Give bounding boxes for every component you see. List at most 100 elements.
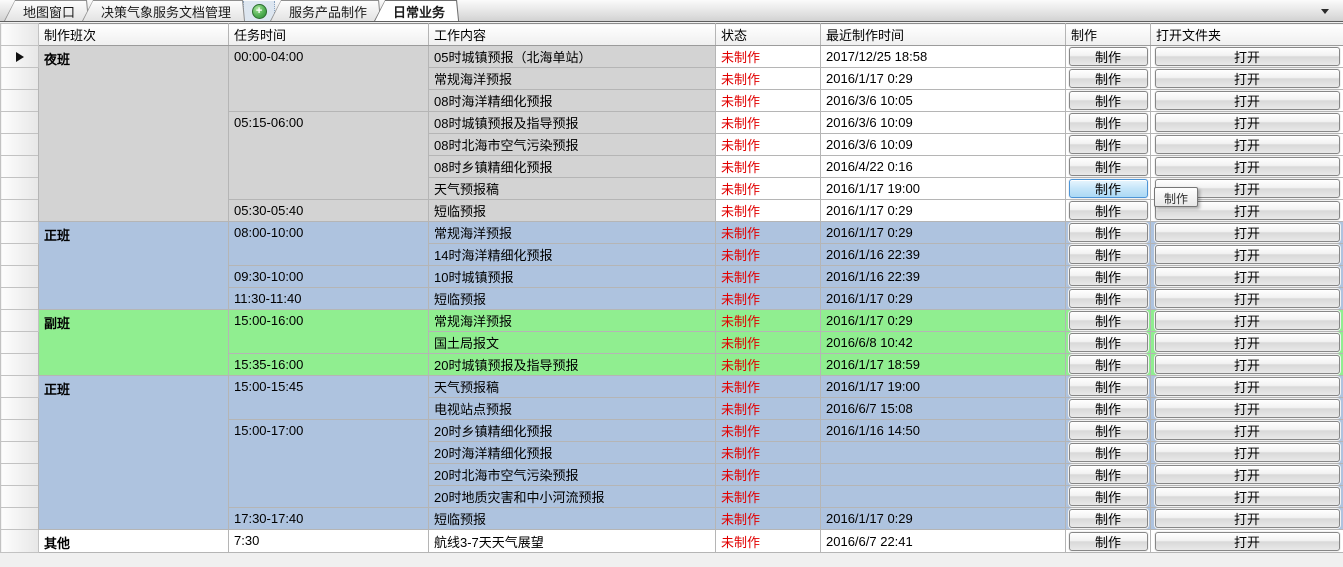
open-button[interactable]: 打开 xyxy=(1154,487,1340,506)
make-button[interactable]: 制作 xyxy=(1068,267,1148,286)
tab-daily-business[interactable]: 日常业务 xyxy=(374,0,459,21)
make-button[interactable]: 制作 xyxy=(1068,399,1148,418)
open-folder-button-cell: 打开 xyxy=(1150,309,1343,332)
make-button[interactable]: 制作 xyxy=(1068,509,1148,528)
content-cell: 20时北海市空气污染预报 xyxy=(428,463,716,486)
open-button[interactable]: 打开 xyxy=(1154,355,1340,374)
row-selector[interactable] xyxy=(0,265,39,288)
make-button[interactable]: 制作 xyxy=(1068,333,1148,352)
open-button[interactable]: 打开 xyxy=(1154,179,1340,198)
open-button[interactable]: 打开 xyxy=(1154,333,1340,352)
open-button[interactable]: 打开 xyxy=(1154,377,1340,396)
make-button[interactable]: 制作 xyxy=(1068,69,1148,88)
open-button[interactable]: 打开 xyxy=(1154,223,1340,242)
open-button[interactable]: 打开 xyxy=(1154,267,1340,286)
open-button[interactable]: 打开 xyxy=(1154,135,1340,154)
open-button[interactable]: 打开 xyxy=(1154,289,1340,308)
content-cell: 08时乡镇精细化预报 xyxy=(428,155,716,178)
time-cell: 15:00-17:00 xyxy=(228,419,429,508)
tab-product-creation[interactable]: 服务产品制作 xyxy=(270,0,381,21)
open-button[interactable]: 打开 xyxy=(1154,69,1340,88)
open-button[interactable]: 打开 xyxy=(1154,113,1340,132)
content-cell: 20时城镇预报及指导预报 xyxy=(428,353,716,376)
column-header[interactable]: 制作班次 xyxy=(38,23,229,46)
make-button[interactable]: 制作 xyxy=(1068,135,1148,154)
make-button[interactable]: 制作 xyxy=(1068,421,1148,440)
row-selector[interactable] xyxy=(0,331,39,354)
make-button[interactable]: 制作 xyxy=(1068,157,1148,176)
make-button[interactable]: 制作 xyxy=(1068,531,1148,551)
open-button[interactable]: 打开 xyxy=(1154,421,1340,440)
last-time-cell: 2016/1/17 18:59 xyxy=(820,353,1066,376)
make-button-cell: 制作 xyxy=(1065,89,1151,112)
row-selector[interactable] xyxy=(0,67,39,90)
row-selector[interactable] xyxy=(0,221,39,244)
row-selector[interactable] xyxy=(0,155,39,178)
row-selector[interactable] xyxy=(0,397,39,420)
open-button[interactable]: 打开 xyxy=(1154,531,1340,551)
make-button[interactable]: 制作 xyxy=(1068,443,1148,462)
make-button[interactable]: 制作 xyxy=(1068,245,1148,264)
open-folder-button-cell: 打开 xyxy=(1150,397,1343,420)
row-selector[interactable] xyxy=(0,177,39,200)
column-header[interactable]: 工作内容 xyxy=(428,23,716,46)
chevron-down-icon[interactable] xyxy=(1321,9,1329,14)
status-cell: 未制作 xyxy=(715,331,821,354)
row-selector[interactable] xyxy=(0,353,39,376)
make-button[interactable]: 制作 xyxy=(1068,91,1148,110)
row-selector[interactable] xyxy=(0,89,39,112)
content-cell: 短临预报 xyxy=(428,287,716,310)
make-button[interactable]: 制作 xyxy=(1068,201,1148,220)
row-selector[interactable] xyxy=(0,375,39,398)
column-header[interactable]: 制作 xyxy=(1065,23,1151,46)
add-tab-zone[interactable]: + xyxy=(243,1,276,21)
make-button[interactable]: 制作 xyxy=(1068,311,1148,330)
tab-map-window[interactable]: 地图窗口 xyxy=(4,0,89,21)
table-row: 09:30-10:00 10时城镇预报 未制作 2016/1/16 22:39 制作 打开 xyxy=(0,265,1343,288)
open-button[interactable]: 打开 xyxy=(1154,465,1340,484)
open-button[interactable]: 打开 xyxy=(1154,91,1340,110)
open-button[interactable]: 打开 xyxy=(1154,509,1340,528)
column-header[interactable]: 状态 xyxy=(715,23,821,46)
row-selector[interactable] xyxy=(0,485,39,508)
column-header[interactable]: 最近制作时间 xyxy=(820,23,1066,46)
make-button[interactable]: 制作 xyxy=(1068,289,1148,308)
last-time-cell xyxy=(820,485,1066,508)
open-button[interactable]: 打开 xyxy=(1154,311,1340,330)
row-selector[interactable] xyxy=(0,199,39,222)
last-time-cell: 2016/3/6 10:05 xyxy=(820,89,1066,112)
row-selector[interactable] xyxy=(0,45,39,68)
open-button[interactable]: 打开 xyxy=(1154,245,1340,264)
row-selector[interactable] xyxy=(0,529,39,553)
column-header[interactable]: 打开文件夹 xyxy=(1150,23,1343,46)
tab-label: 地图窗口 xyxy=(5,1,88,21)
row-selector[interactable] xyxy=(0,111,39,134)
make-button[interactable]: 制作 xyxy=(1068,47,1148,66)
row-selector[interactable] xyxy=(0,463,39,486)
make-button[interactable]: 制作 xyxy=(1068,377,1148,396)
row-selector[interactable] xyxy=(0,133,39,156)
row-selector[interactable] xyxy=(0,309,39,332)
open-button[interactable]: 打开 xyxy=(1154,443,1340,462)
make-button[interactable]: 制作 xyxy=(1068,465,1148,484)
row-selector[interactable] xyxy=(0,287,39,310)
open-button[interactable]: 打开 xyxy=(1154,201,1340,220)
open-button[interactable]: 打开 xyxy=(1154,399,1340,418)
make-button[interactable]: 制作 xyxy=(1068,179,1148,198)
open-button[interactable]: 打开 xyxy=(1154,47,1340,66)
row-selector[interactable] xyxy=(0,419,39,442)
row-selector[interactable] xyxy=(0,243,39,266)
open-folder-button-cell: 打开 xyxy=(1150,67,1343,90)
open-button[interactable]: 打开 xyxy=(1154,157,1340,176)
make-button[interactable]: 制作 xyxy=(1068,223,1148,242)
time-cell: 05:30-05:40 xyxy=(228,199,429,222)
status-cell: 未制作 xyxy=(715,529,821,553)
row-selector[interactable] xyxy=(0,441,39,464)
make-button[interactable]: 制作 xyxy=(1068,113,1148,132)
make-button[interactable]: 制作 xyxy=(1068,487,1148,506)
content-cell: 20时海洋精细化预报 xyxy=(428,441,716,464)
tab-doc-management[interactable]: 决策气象服务文档管理 xyxy=(82,0,245,21)
row-selector[interactable] xyxy=(0,507,39,530)
make-button[interactable]: 制作 xyxy=(1068,355,1148,374)
column-header[interactable]: 任务时间 xyxy=(228,23,429,46)
